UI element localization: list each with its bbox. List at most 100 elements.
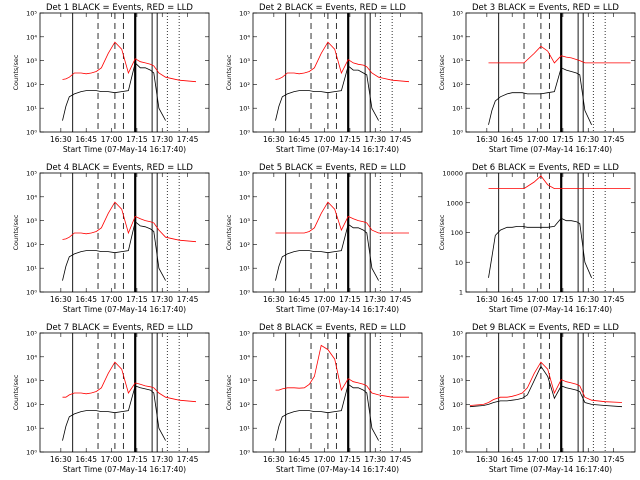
y-tick-label: 10¹ [239, 265, 250, 273]
x-tick-label: 17:00 [527, 135, 549, 144]
x-tick-label: 17:00 [314, 135, 336, 144]
y-tick-label: 10⁵ [26, 330, 37, 338]
x-tick-label: 17:15 [552, 135, 574, 144]
x-tick-label: 16:30 [263, 455, 285, 464]
y-axis-label: Counts/sec [12, 214, 20, 250]
x-tick-label: 17:00 [314, 295, 336, 304]
x-tick-label: 17:30 [364, 455, 386, 464]
y-tick-label: 10⁰ [26, 129, 37, 137]
panel-title: Det 9 BLACK = Events, RED = LLD [472, 323, 619, 333]
y-tick-label: 10⁴ [239, 193, 250, 201]
x-axis-label: Start Time (07-May-14 16:17:40) [63, 145, 186, 154]
detector-panel-6: 16:30 16:45 17:00 17:15 17:30 17:45 1 10 100 1000… [438, 163, 636, 314]
y-axis-label: Counts/sec [438, 214, 446, 250]
x-tick-label: 17:30 [364, 295, 386, 304]
x-tick-label: 16:30 [50, 455, 72, 464]
x-tick-label: 17:45 [177, 455, 199, 464]
y-tick-label: 10² [452, 81, 463, 89]
y-tick-label: 10⁵ [452, 330, 463, 338]
x-tick-label: 17:45 [390, 295, 412, 304]
x-tick-label: 17:30 [577, 455, 599, 464]
plot-frame [252, 12, 423, 133]
x-tick-label: 16:30 [50, 295, 72, 304]
y-tick-label: 10³ [452, 57, 463, 65]
x-axis-label: Start Time (07-May-14 16:17:40) [63, 305, 186, 314]
x-tick-label: 17:30 [577, 135, 599, 144]
x-tick-label: 17:45 [177, 135, 199, 144]
y-axis-label: Counts/sec [438, 54, 446, 90]
x-tick-label: 17:45 [603, 455, 625, 464]
y-tick-label: 10⁵ [26, 170, 37, 178]
x-axis-label: Start Time (07-May-14 16:17:40) [276, 145, 399, 154]
lld-series-line [275, 344, 409, 398]
x-tick-label: 17:00 [101, 295, 123, 304]
detector-panel-2: 16:30 16:45 17:00 17:15 17:30 17:45 10⁰ 10¹ 10² 1… [225, 3, 423, 154]
y-tick-label: 10¹ [26, 265, 37, 273]
detector-panel-3: 16:30 16:45 17:00 17:15 17:30 17:45 10⁰ 10¹ 10² 1… [438, 3, 636, 154]
detector-panel-1: 16:30 16:45 17:00 17:15 17:30 17:45 10⁰ 10¹ 10² 1… [12, 3, 210, 154]
y-tick-label: 10⁵ [239, 170, 250, 178]
x-tick-label: 16:45 [75, 295, 97, 304]
x-tick-label: 17:45 [390, 135, 412, 144]
x-tick-label: 16:30 [476, 135, 498, 144]
x-tick-label: 17:15 [339, 135, 361, 144]
y-tick-label: 10² [26, 241, 37, 249]
y-tick-label: 100 [451, 229, 463, 237]
plot-frame [465, 12, 636, 133]
y-tick-label: 10¹ [452, 425, 463, 433]
y-tick-label: 10¹ [452, 105, 463, 113]
x-tick-label: 17:30 [151, 135, 173, 144]
y-tick-label: 10² [26, 81, 37, 89]
events-series-line [469, 365, 623, 408]
events-series-line [275, 65, 379, 121]
y-tick-label: 10³ [239, 57, 250, 65]
y-tick-label: 10⁴ [452, 353, 463, 361]
x-tick-label: 17:15 [126, 295, 148, 304]
x-tick-label: 17:00 [527, 295, 549, 304]
x-tick-label: 16:30 [50, 135, 72, 144]
events-series-line [275, 223, 379, 281]
x-tick-label: 17:30 [364, 135, 386, 144]
panel-title: Det 3 BLACK = Events, RED = LLD [472, 3, 619, 13]
lld-series-line [62, 41, 197, 83]
x-tick-label: 17:15 [552, 455, 574, 464]
x-tick-label: 16:45 [288, 135, 310, 144]
panel-title: Det 4 BLACK = Events, RED = LLD [46, 163, 193, 173]
events-series-line [488, 217, 592, 278]
x-tick-label: 17:30 [577, 295, 599, 304]
lld-series-line [488, 45, 631, 64]
y-tick-label: 10⁰ [239, 129, 250, 137]
y-tick-label: 10⁴ [26, 193, 37, 201]
x-tick-label: 16:45 [501, 455, 523, 464]
x-tick-label: 16:45 [288, 455, 310, 464]
events-series-line [275, 383, 379, 441]
y-tick-label: 10¹ [239, 105, 250, 113]
x-tick-label: 17:15 [126, 455, 148, 464]
y-tick-label: 10³ [26, 377, 37, 385]
y-tick-label: 10⁰ [239, 289, 250, 297]
plot-frame [39, 172, 210, 293]
panel-title: Det 2 BLACK = Events, RED = LLD [259, 3, 406, 13]
events-series-line [62, 220, 166, 281]
panel-title: Det 5 BLACK = Events, RED = LLD [259, 163, 406, 173]
lld-series-line [62, 361, 197, 403]
events-series-line [488, 67, 592, 125]
y-tick-label: 10³ [26, 57, 37, 65]
panel-grid: 16:30 16:45 17:00 17:15 17:30 17:4510⁰10¹10²1… [12, 3, 636, 474]
y-tick-label: 10² [239, 241, 250, 249]
x-tick-label: 17:15 [339, 295, 361, 304]
y-tick-label: 10³ [239, 377, 250, 385]
y-tick-label: 10 [455, 259, 463, 267]
detector-panel-4: 16:30 16:45 17:00 17:15 17:30 17:45 10⁰ 10¹ 10² 1… [12, 163, 210, 314]
x-tick-label: 17:15 [339, 455, 361, 464]
lld-series-line [469, 361, 623, 406]
y-tick-label: 10⁵ [239, 330, 250, 338]
x-tick-label: 16:30 [476, 455, 498, 464]
x-tick-label: 17:45 [603, 295, 625, 304]
y-tick-label: 10¹ [239, 425, 250, 433]
y-tick-label: 10⁴ [239, 353, 250, 361]
y-tick-label: 10¹ [26, 425, 37, 433]
lld-series-line [488, 175, 631, 190]
